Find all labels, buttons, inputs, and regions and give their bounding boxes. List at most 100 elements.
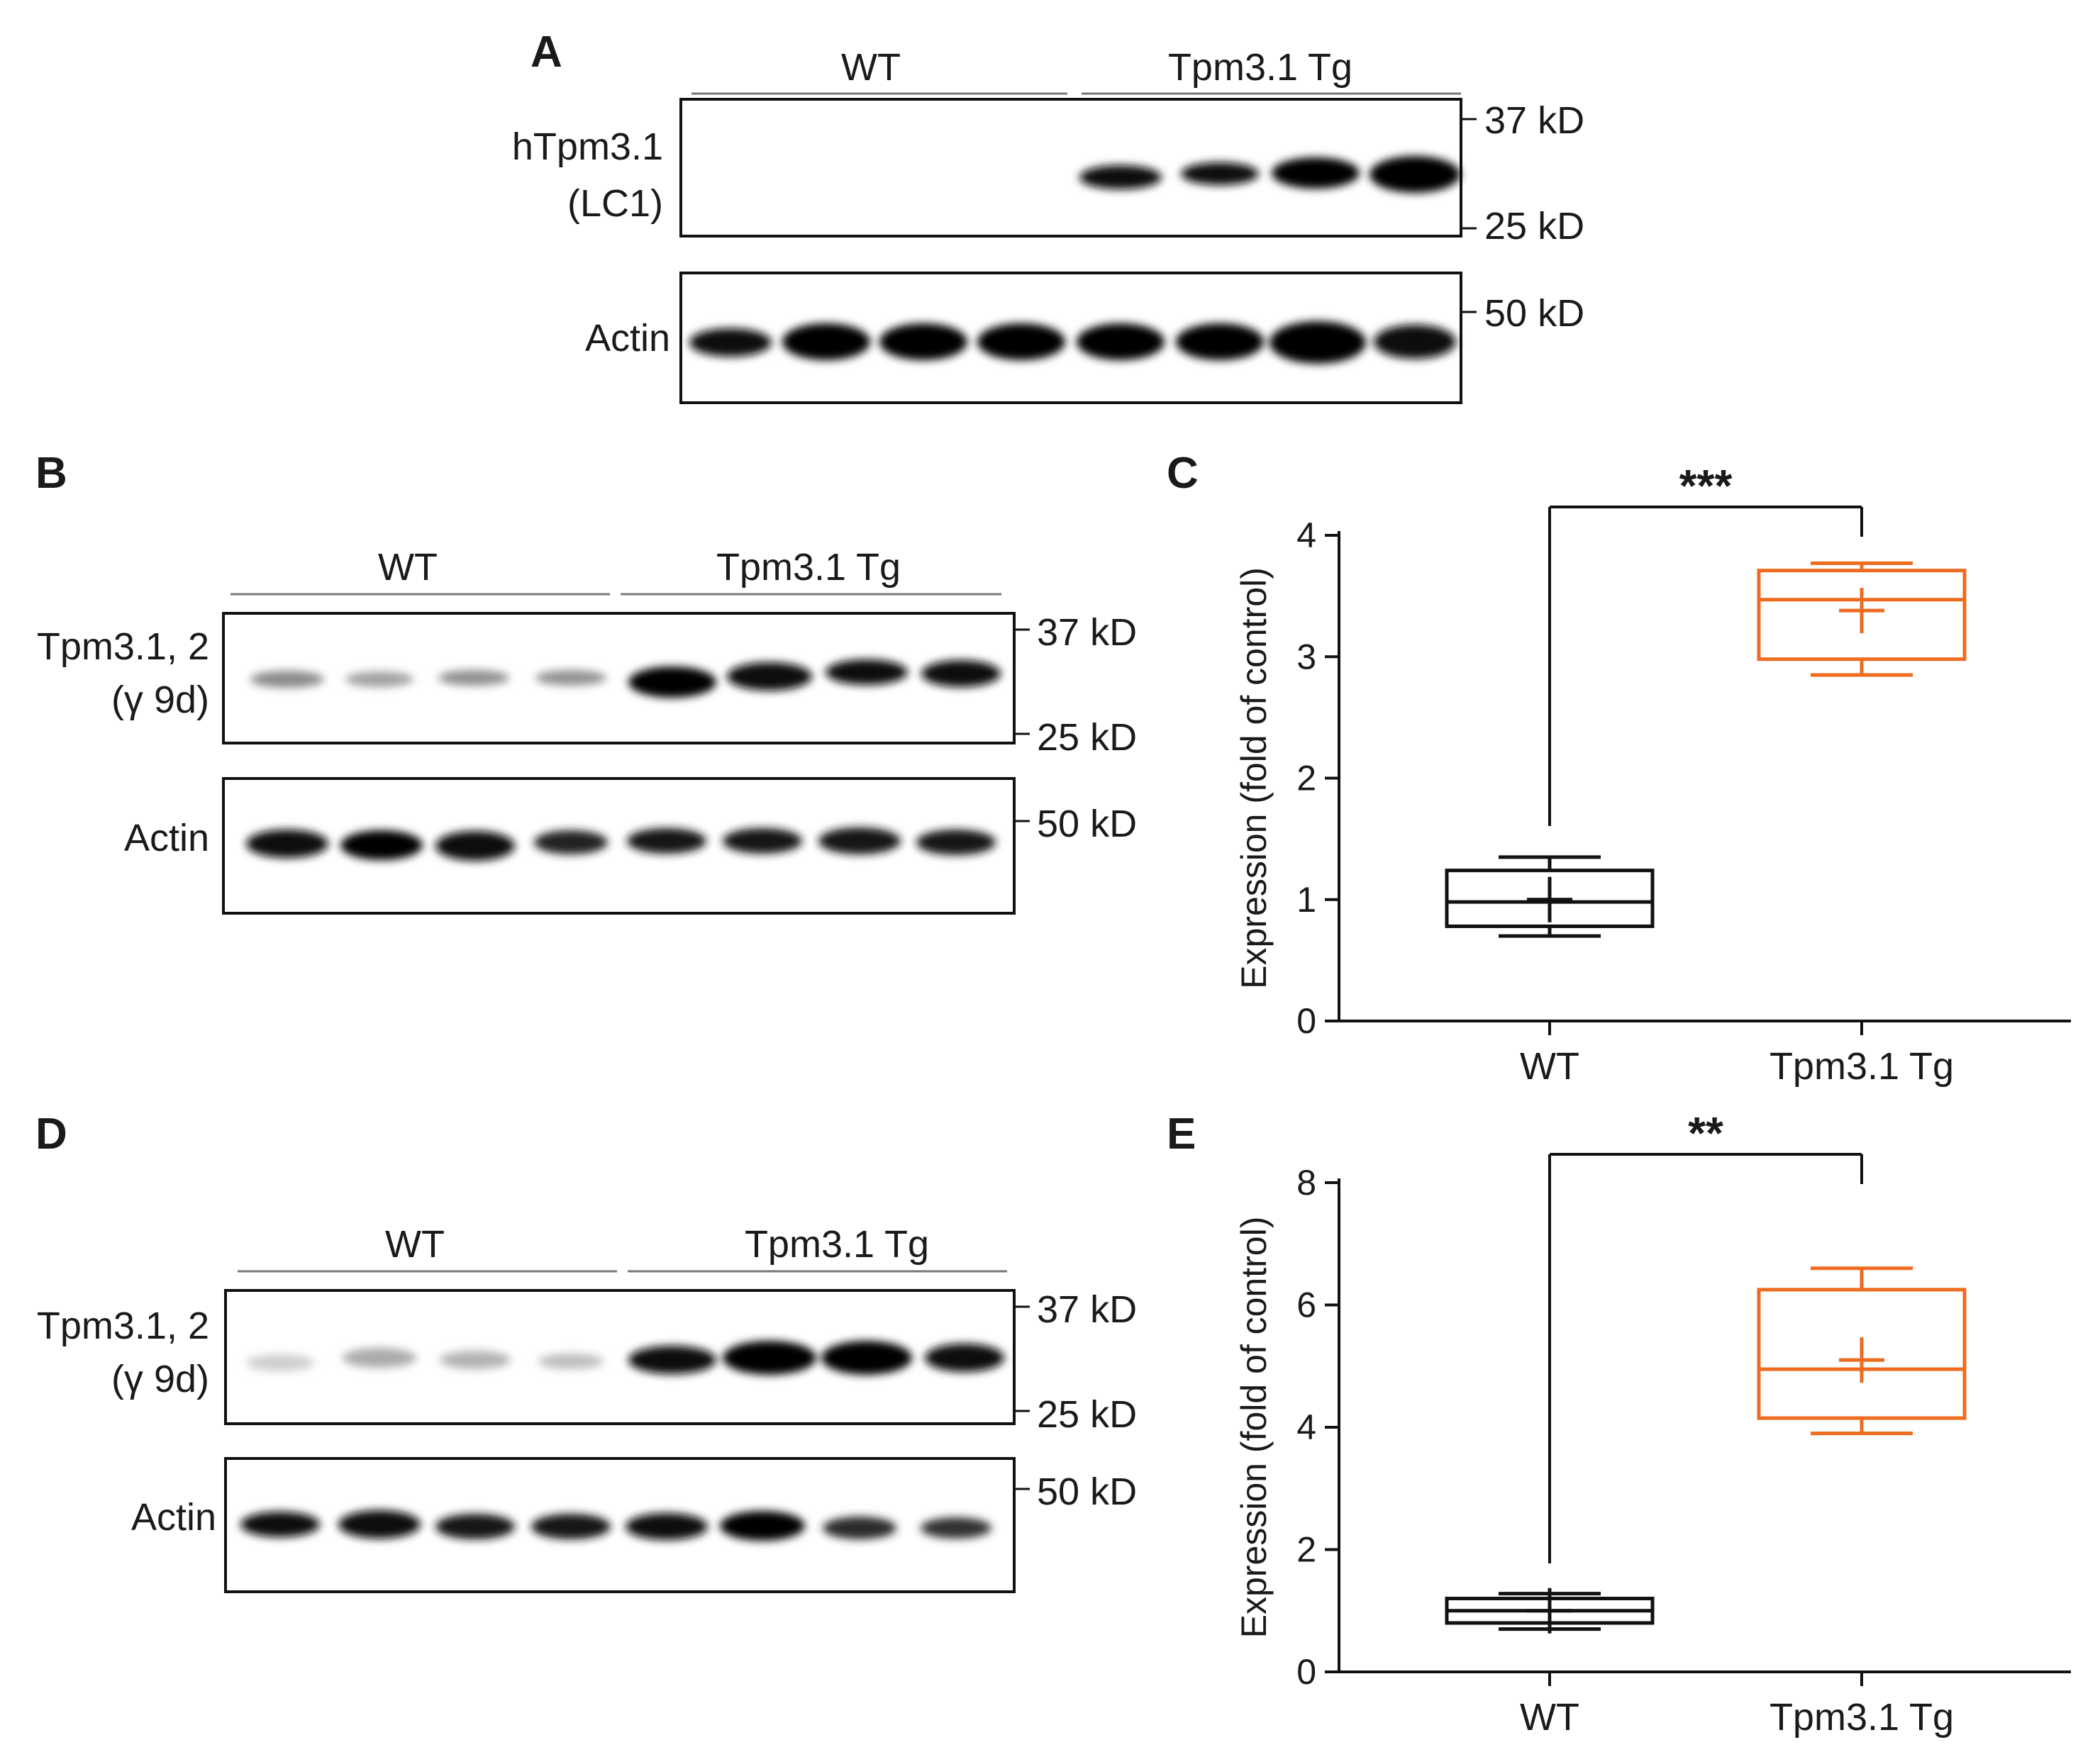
band — [340, 830, 423, 860]
panel-d-letter: D — [35, 1110, 67, 1159]
band — [1270, 321, 1366, 364]
band — [821, 1341, 912, 1375]
panel-c-chart: 0 1 2 3 4 WT Tpm3.1 Tg Expression (fold of cont… — [1234, 460, 2071, 1088]
band — [535, 670, 606, 686]
y-tick-label: 1 — [1296, 880, 1316, 920]
band — [628, 666, 716, 698]
y-tick-label: 2 — [1296, 759, 1316, 798]
panel-d-blot2-label: Actin — [131, 1496, 216, 1539]
y-axis-title: Expression (fold of control) — [1234, 567, 1274, 989]
panel-b-marker-37: 37 kD — [1037, 611, 1137, 654]
panel-a-marker-25: 25 kD — [1484, 205, 1584, 247]
panel-a-letter: A — [530, 28, 562, 77]
y-tick-label: 2 — [1296, 1530, 1316, 1570]
band — [1077, 323, 1165, 360]
panel-c: C 0 1 2 3 4 WT Tpm3.1 Tg Expression (fold of co… — [1167, 449, 2071, 1088]
y-tick-label: 3 — [1296, 637, 1316, 676]
band — [823, 1517, 896, 1539]
band — [977, 323, 1065, 360]
band — [1181, 162, 1259, 185]
y-tick-label: 0 — [1296, 1652, 1316, 1692]
significance-stars: *** — [1679, 460, 1733, 511]
panel-d-blot1-label-2: (γ 9d) — [111, 1358, 209, 1400]
y-tick-label: 6 — [1296, 1285, 1316, 1325]
panel-b-blot1-label-1: Tpm3.1, 2 — [37, 625, 209, 668]
panel-b-tpm-bands — [250, 659, 1001, 698]
y-tick-label: 0 — [1296, 1001, 1316, 1041]
band — [246, 830, 328, 858]
panel-b-marker-25: 25 kD — [1037, 716, 1137, 759]
y-axis-title: Expression (fold of control) — [1234, 1217, 1274, 1639]
x-tick-label: Tpm3.1 Tg — [1770, 1696, 1954, 1739]
panel-a-group-tg: Tpm3.1 Tg — [1168, 46, 1352, 89]
band — [921, 660, 1001, 687]
band — [727, 662, 812, 691]
band — [1374, 325, 1456, 359]
panel-b-group-wt: WT — [378, 546, 438, 588]
x-tick-label: WT — [1520, 1045, 1579, 1088]
band — [1176, 323, 1264, 360]
panel-d-marker-25: 25 kD — [1037, 1393, 1137, 1436]
band — [1272, 157, 1360, 189]
band — [818, 827, 901, 854]
panel-b-marker-50: 50 kD — [1037, 803, 1137, 845]
panel-d-group-tg: Tpm3.1 Tg — [745, 1223, 929, 1266]
panel-b: B WT Tpm3.1 Tg Tpm3.1, 2 (γ 9d) 37 kD 25… — [35, 449, 1137, 915]
band — [879, 323, 967, 360]
panel-b-actin-bands — [246, 827, 996, 861]
band — [826, 659, 908, 685]
panel-d-actin-bands — [240, 1510, 991, 1541]
panel-a-blot1-label-1: hTpm3.1 — [512, 125, 663, 168]
panel-d-marker-37: 37 kD — [1037, 1288, 1137, 1331]
panel-b-letter: B — [35, 449, 67, 498]
band — [531, 1514, 611, 1539]
y-tick-label: 4 — [1296, 1407, 1316, 1447]
band — [1079, 165, 1162, 189]
significance-stars: ** — [1688, 1107, 1723, 1159]
panel-d-blot1-label-1: Tpm3.1, 2 — [37, 1305, 209, 1347]
band — [626, 1513, 708, 1540]
band — [925, 1344, 1004, 1372]
panel-d: D WT Tpm3.1 Tg Tpm3.1, 2 (γ 9d) 37 kD 25… — [35, 1110, 1137, 1593]
band — [538, 1354, 604, 1369]
panel-d-tpm-bands — [246, 1341, 1004, 1375]
band — [1370, 156, 1460, 193]
panel-d-group-wt: WT — [385, 1223, 445, 1266]
y-tick-label: 4 — [1296, 515, 1316, 555]
panel-b-blot1-label-2: (γ 9d) — [111, 679, 209, 721]
band — [627, 828, 706, 854]
panel-a-actin-bands — [689, 321, 1456, 364]
band — [628, 1346, 716, 1374]
panel-a-blot2-label: Actin — [585, 317, 670, 359]
panel-a-marker-37: 37 kD — [1484, 99, 1584, 142]
box — [1757, 1288, 1967, 1420]
band — [720, 1511, 805, 1541]
panel-a-tpm-bands — [1079, 156, 1460, 193]
panel-e-letter: E — [1167, 1110, 1196, 1159]
band — [338, 1510, 421, 1539]
panel-e-chart: 0 2 4 6 8 WT Tpm3.1 Tg Expression (fold of cont… — [1234, 1107, 2071, 1739]
band — [250, 671, 324, 688]
panel-d-marker-50: 50 kD — [1037, 1471, 1137, 1513]
band — [916, 830, 996, 855]
band — [440, 1351, 511, 1369]
band — [240, 1512, 320, 1537]
panel-a-group-wt: WT — [841, 46, 901, 89]
band — [782, 323, 870, 360]
panel-a: A WT Tpm3.1 Tg hTpm3.1 (LC1) 37 kD 25 kD — [512, 28, 1584, 404]
band — [345, 671, 413, 687]
x-tick-label: WT — [1520, 1696, 1579, 1739]
band — [689, 328, 772, 357]
x-tick-label: Tpm3.1 Tg — [1770, 1045, 1954, 1088]
band — [723, 1341, 816, 1375]
y-tick-label: 8 — [1296, 1163, 1316, 1203]
panel-e: E 0 2 4 6 8 WT Tpm3.1 Tg Expression (fold of co… — [1167, 1107, 2071, 1739]
band — [435, 831, 515, 861]
panel-c-letter: C — [1167, 449, 1199, 498]
band — [723, 828, 802, 854]
panel-a-blot1-label-2: (LC1) — [567, 182, 663, 225]
band — [343, 1348, 416, 1368]
band — [921, 1517, 991, 1539]
band — [438, 670, 509, 686]
